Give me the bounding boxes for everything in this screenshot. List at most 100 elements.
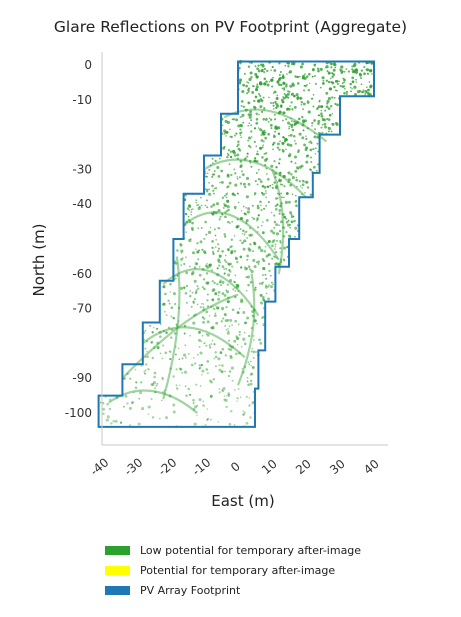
glare-point (221, 389, 224, 391)
glare-point (282, 81, 286, 85)
glare-point (297, 149, 300, 152)
glare-point (154, 390, 157, 394)
glare-point (275, 166, 278, 169)
glare-point (239, 116, 242, 118)
glare-point (184, 385, 187, 387)
glare-point (123, 377, 126, 380)
glare-point (208, 346, 212, 349)
glare-point (305, 160, 309, 164)
glare-point (305, 137, 308, 141)
glare-point (294, 226, 298, 230)
glare-point (156, 346, 160, 350)
glare-point (188, 393, 192, 396)
glare-point (214, 312, 217, 315)
glare-point (219, 351, 223, 354)
glare-point (300, 104, 303, 106)
glare-point (201, 316, 204, 319)
glare-point (311, 68, 315, 72)
glare-point (266, 185, 270, 189)
glare-point (249, 162, 252, 164)
glare-point (223, 132, 226, 135)
glare-point (262, 266, 266, 271)
glare-point (355, 68, 358, 72)
glare-point (223, 259, 227, 262)
glare-point (320, 109, 323, 112)
glare-point (162, 344, 165, 347)
glare-point (187, 352, 190, 355)
glare-point (290, 213, 293, 216)
glare-point (287, 61, 291, 65)
glare-point (184, 194, 187, 197)
glare-point (217, 297, 221, 301)
glare-point (146, 355, 149, 359)
glare-point (212, 307, 216, 311)
y-tick-label: -40 (72, 197, 92, 211)
glare-point (290, 173, 293, 176)
glare-point (204, 188, 207, 191)
glare-point (174, 261, 178, 265)
glare-point (169, 367, 172, 370)
glare-point (310, 160, 313, 164)
glare-point (206, 293, 209, 296)
glare-point (145, 340, 149, 343)
y-tick-label: -10 (72, 93, 92, 107)
glare-point (206, 320, 210, 324)
glare-point (233, 424, 236, 426)
glare-point (243, 72, 246, 75)
glare-point (296, 185, 298, 188)
glare-point (172, 316, 175, 320)
glare-point (233, 280, 236, 284)
glare-point (257, 64, 260, 67)
glare-point (164, 416, 169, 420)
glare-point (258, 113, 260, 116)
glare-point (314, 152, 317, 155)
glare-point (200, 196, 202, 199)
glare-point (312, 105, 315, 108)
glare-point (227, 262, 230, 266)
glare-point (275, 197, 278, 200)
glare-point (156, 327, 159, 330)
glare-point (105, 418, 109, 422)
glare-point (159, 352, 162, 355)
glare-point (217, 243, 220, 246)
glare-point (245, 195, 249, 199)
glare-point (247, 88, 250, 92)
glare-point (217, 250, 220, 253)
glare-point (273, 113, 276, 116)
glare-point (262, 144, 264, 146)
glare-point (349, 82, 352, 86)
glare-point (190, 214, 193, 216)
glare-point (273, 226, 276, 229)
glare-point (301, 179, 305, 183)
glare-point (233, 287, 236, 289)
glare-point (205, 368, 209, 371)
glare-point (192, 208, 194, 210)
glare-point (244, 212, 247, 215)
glare-point (284, 137, 288, 142)
glare-point (317, 119, 321, 123)
glare-point (305, 181, 308, 184)
glare-point (201, 369, 205, 373)
glare-point (280, 106, 283, 109)
glare-point (151, 416, 155, 419)
glare-point (195, 383, 198, 386)
glare-point (138, 397, 141, 400)
glare-point (275, 97, 279, 100)
glare-point (234, 290, 237, 292)
glare-point (197, 258, 200, 261)
glare-point (230, 409, 233, 413)
glare-point (319, 67, 323, 71)
glare-point (320, 112, 323, 115)
glare-point (246, 155, 249, 158)
glare-point (294, 194, 297, 197)
glare-point (301, 115, 304, 119)
glare-point (203, 317, 206, 320)
glare-streak (182, 211, 280, 261)
glare-point (192, 321, 196, 325)
glare-point (115, 396, 119, 399)
glare-point (149, 324, 152, 327)
glare-point (219, 284, 223, 287)
glare-point (282, 151, 285, 153)
glare-point (250, 76, 253, 79)
glare-point (169, 358, 172, 361)
